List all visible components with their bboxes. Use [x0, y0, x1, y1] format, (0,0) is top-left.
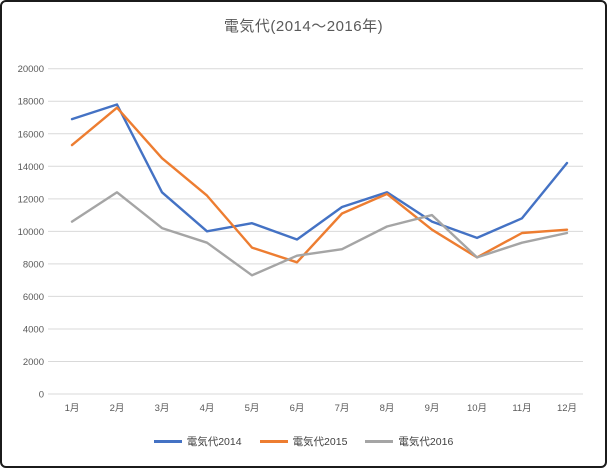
y-tick-label: 18000 — [18, 97, 44, 108]
series-line-1 — [70, 106, 569, 264]
x-tick-label: 10月 — [467, 403, 487, 414]
chart-legend: 電気代2014 電気代2015 電気代2016 — [2, 434, 605, 449]
legend-label: 電気代2016 — [398, 436, 454, 448]
x-tick-label: 6月 — [290, 403, 305, 414]
y-tick-label: 4000 — [23, 324, 44, 335]
x-tick-label: 12月 — [557, 403, 577, 414]
y-tick-label: 20000 — [18, 64, 44, 75]
x-tick-label: 9月 — [425, 403, 440, 414]
y-tick-label: 8000 — [23, 259, 44, 270]
y-tick-label: 10000 — [18, 227, 44, 238]
legend-item: 電気代2015 — [259, 434, 348, 449]
y-tick-label: 2000 — [23, 357, 44, 368]
legend-item: 電気代2014 — [153, 434, 242, 449]
chart-title: 電気代(2014〜2016年) — [223, 18, 384, 35]
x-tick-label: 3月 — [155, 403, 170, 414]
legend-item: 電気代2016 — [365, 434, 453, 449]
x-tick-label: 4月 — [200, 403, 215, 414]
y-tick-label: 12000 — [18, 194, 44, 205]
legend-label: 電気代2015 — [292, 436, 348, 448]
legend-label: 電気代2014 — [186, 436, 242, 448]
legend-line-swatch-icon — [153, 440, 182, 443]
legend-line-swatch-icon — [365, 440, 394, 443]
y-tick-label: 14000 — [18, 162, 44, 173]
y-tick-label: 0 — [39, 390, 44, 401]
series-line-2 — [70, 191, 569, 277]
series-line-0 — [70, 103, 569, 241]
x-tick-label: 7月 — [335, 403, 350, 414]
x-tick-label: 11月 — [512, 403, 531, 414]
x-tick-label: 5月 — [245, 403, 260, 414]
y-tick-label: 16000 — [18, 129, 44, 140]
y-tick-label: 6000 — [23, 292, 44, 303]
x-tick-label: 8月 — [380, 403, 395, 414]
x-tick-label: 2月 — [110, 403, 125, 414]
x-tick-label: 1月 — [65, 403, 80, 414]
legend-line-swatch-icon — [259, 440, 288, 443]
